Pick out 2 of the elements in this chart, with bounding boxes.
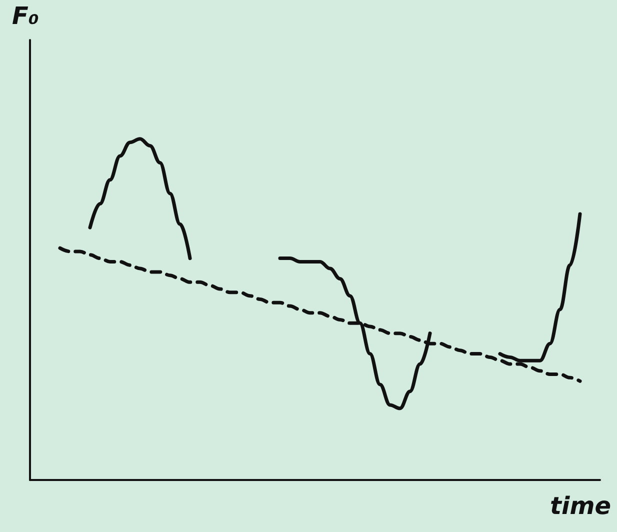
x-axis-title: time <box>550 492 611 520</box>
y-axis-title: F₀ <box>12 2 40 30</box>
